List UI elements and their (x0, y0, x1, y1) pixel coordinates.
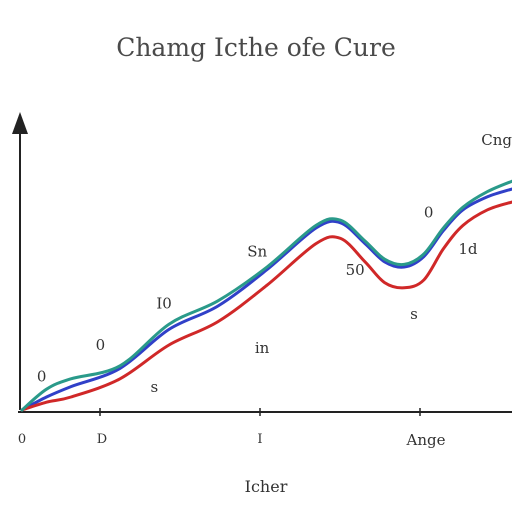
data-annotation: in (255, 339, 270, 357)
series-line-1 (20, 187, 512, 412)
annotation-layer: Cng 0 Sn 1d 50 I0 in 0 0 s s (37, 131, 512, 396)
data-annotation: 1d (458, 240, 478, 258)
data-annotation: s (150, 378, 158, 396)
y-axis-arrow-icon (12, 112, 28, 134)
data-annotation: Cng (481, 131, 512, 149)
x-axis-label: Icher (245, 477, 288, 496)
data-annotation: I0 (156, 295, 171, 313)
x-axis: 0 D I Ange Icher (18, 408, 512, 496)
data-annotation: 0 (424, 204, 434, 222)
data-annotation: s (410, 305, 418, 323)
series-line-2 (20, 200, 512, 412)
data-annotation: 0 (37, 367, 47, 385)
data-annotation: Sn (247, 243, 267, 261)
x-tick-label: Ange (406, 431, 446, 449)
chart-title: Chamg Icthe ofe Cure (116, 33, 396, 62)
data-annotation: 0 (96, 336, 106, 354)
series-line-3 (20, 179, 512, 412)
x-tick-label: 0 (18, 432, 26, 447)
data-annotation: 50 (346, 261, 365, 279)
series-layer (20, 179, 512, 412)
x-tick-label: I (257, 432, 262, 447)
y-axis (12, 112, 28, 410)
x-tick-label: D (97, 432, 107, 447)
